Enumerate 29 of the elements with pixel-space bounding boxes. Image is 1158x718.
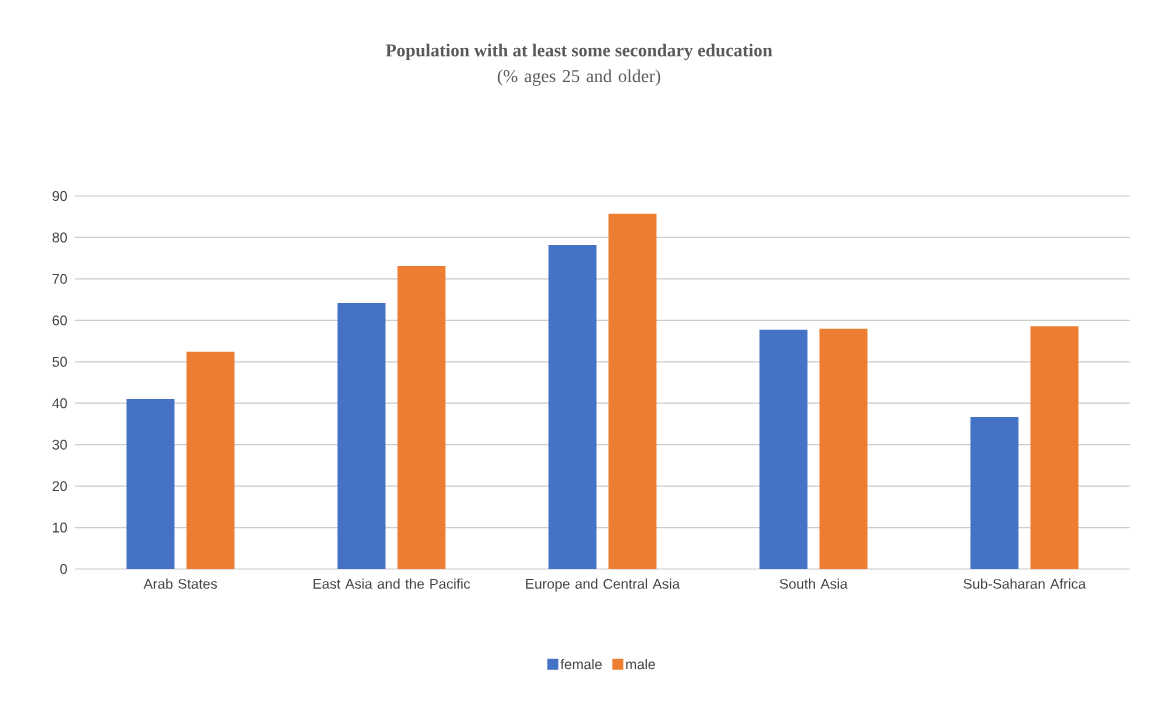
x-tick-label: Sub-Saharan Africa — [963, 578, 1086, 589]
bar — [548, 244, 597, 569]
bar — [759, 329, 808, 569]
y-tick-label: 50 — [52, 356, 67, 367]
bar — [970, 416, 1019, 569]
y-tick-label: 0 — [60, 564, 67, 574]
bar — [337, 302, 386, 569]
bar — [186, 351, 235, 569]
chart-title: Population with at least some secondary education — [385, 43, 773, 61]
x-tick-label: East Asia and the Pacific — [313, 578, 471, 589]
bar — [397, 266, 446, 569]
x-tick-label: Europe and Central Asia — [526, 578, 680, 592]
legend-label: female — [560, 658, 602, 670]
y-tick-label: 30 — [52, 439, 67, 450]
x-tick-label: Arab States — [143, 578, 217, 589]
y-tick-label: 40 — [52, 398, 67, 409]
x-tick-label: South Asia — [779, 578, 848, 589]
y-tick-label: 90 — [52, 191, 67, 201]
chart-subtitle: (% ages 25 and older) — [497, 69, 661, 86]
y-tick-label: 10 — [52, 522, 67, 533]
y-tick-label: 20 — [52, 481, 67, 492]
bar — [1030, 326, 1079, 569]
y-tick-label: 70 — [52, 273, 67, 284]
y-tick-label: 60 — [52, 315, 67, 326]
bar — [126, 399, 175, 569]
legend-label: male — [626, 658, 656, 670]
bar — [608, 213, 657, 569]
y-tick-label: 80 — [52, 232, 67, 243]
bar — [819, 328, 868, 569]
